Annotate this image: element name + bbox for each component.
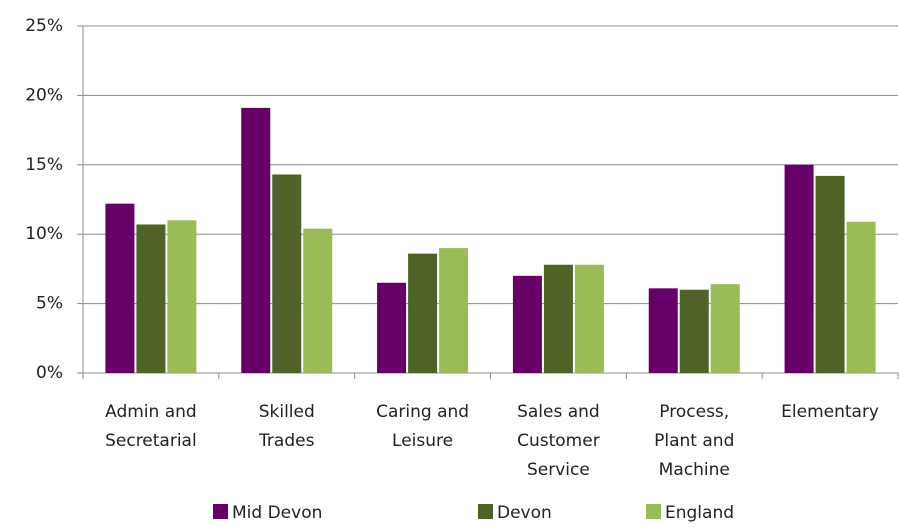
y-tick-label: 15% bbox=[25, 155, 63, 175]
bar bbox=[710, 284, 740, 373]
y-tick-label: 10% bbox=[25, 224, 63, 244]
bar bbox=[784, 164, 814, 373]
x-tick-label: Sales and Customer Service bbox=[517, 402, 600, 480]
y-tick-label: 0% bbox=[36, 363, 63, 383]
bar bbox=[439, 248, 469, 373]
legend-swatch bbox=[646, 504, 661, 519]
bar bbox=[512, 275, 542, 373]
x-tick-label: Elementary bbox=[781, 402, 879, 422]
legend-label: Mid Devon bbox=[232, 503, 322, 523]
bar bbox=[136, 224, 166, 373]
bar bbox=[272, 174, 302, 373]
legend-swatch bbox=[213, 504, 228, 519]
x-tick-label: Caring and Leisure bbox=[376, 402, 470, 451]
x-tick-label: Skilled Trades bbox=[258, 402, 315, 451]
bar bbox=[648, 288, 678, 373]
bar bbox=[241, 107, 271, 373]
y-tick-label: 25% bbox=[25, 16, 63, 36]
bar bbox=[815, 175, 845, 373]
bar bbox=[574, 264, 604, 373]
bar bbox=[167, 220, 197, 373]
bar bbox=[105, 203, 135, 373]
bar bbox=[543, 264, 573, 373]
legend-label: England bbox=[665, 503, 734, 523]
bar bbox=[846, 221, 876, 373]
y-tick-label: 5% bbox=[36, 294, 63, 314]
legend-swatch bbox=[478, 504, 493, 519]
bar bbox=[377, 282, 407, 373]
legend-label: Devon bbox=[497, 503, 552, 523]
x-tick-label: Process, Plant and Machine bbox=[654, 402, 735, 480]
bar bbox=[303, 228, 333, 373]
bar bbox=[408, 253, 438, 373]
y-tick-label: 20% bbox=[25, 85, 63, 105]
x-tick-label: Admin and Secretarial bbox=[105, 402, 197, 451]
bar bbox=[679, 289, 709, 373]
